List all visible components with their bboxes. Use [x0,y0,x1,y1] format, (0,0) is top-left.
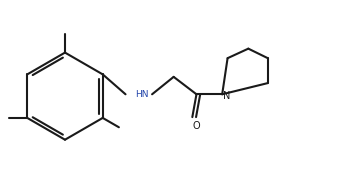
Text: N: N [223,91,230,100]
Text: O: O [193,121,200,131]
Text: HN: HN [135,90,148,99]
